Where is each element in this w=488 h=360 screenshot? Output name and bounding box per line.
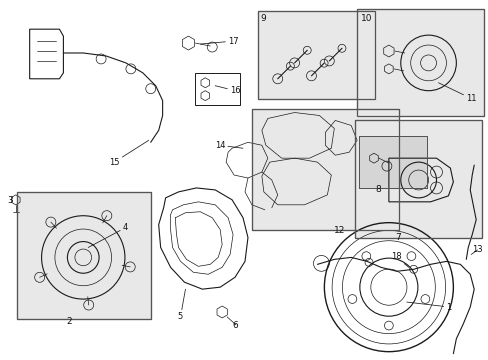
Text: 7: 7 bbox=[394, 233, 400, 242]
Text: 1: 1 bbox=[406, 302, 451, 311]
Circle shape bbox=[420, 294, 429, 303]
Text: 18: 18 bbox=[390, 252, 408, 267]
Text: 9: 9 bbox=[259, 14, 265, 23]
Text: 13: 13 bbox=[470, 246, 482, 255]
Bar bbox=[354, 121, 481, 238]
Text: 8: 8 bbox=[374, 185, 380, 194]
Bar bbox=[358, 136, 426, 188]
Text: 15: 15 bbox=[109, 140, 148, 167]
Text: 3: 3 bbox=[7, 196, 13, 205]
Text: 6: 6 bbox=[232, 321, 237, 330]
Text: 10: 10 bbox=[360, 14, 372, 23]
Text: 4: 4 bbox=[88, 223, 128, 247]
Bar bbox=[257, 11, 374, 99]
Bar bbox=[195, 73, 240, 105]
Bar bbox=[257, 11, 374, 99]
Bar bbox=[251, 109, 398, 230]
Text: 16: 16 bbox=[215, 86, 240, 95]
Circle shape bbox=[384, 321, 392, 330]
Bar bbox=[17, 192, 150, 319]
Bar bbox=[17, 192, 150, 319]
Circle shape bbox=[406, 252, 415, 261]
Bar bbox=[358, 136, 426, 188]
Text: 2: 2 bbox=[66, 317, 72, 326]
Bar bbox=[356, 9, 483, 117]
Circle shape bbox=[361, 252, 370, 261]
Text: 14: 14 bbox=[214, 141, 243, 150]
Text: 5: 5 bbox=[178, 289, 185, 321]
Text: 11: 11 bbox=[438, 83, 476, 103]
Text: 12: 12 bbox=[333, 226, 344, 235]
Bar bbox=[251, 109, 398, 230]
Bar bbox=[354, 121, 481, 238]
Bar bbox=[356, 9, 483, 117]
Circle shape bbox=[347, 294, 356, 303]
Text: 17: 17 bbox=[200, 37, 238, 46]
